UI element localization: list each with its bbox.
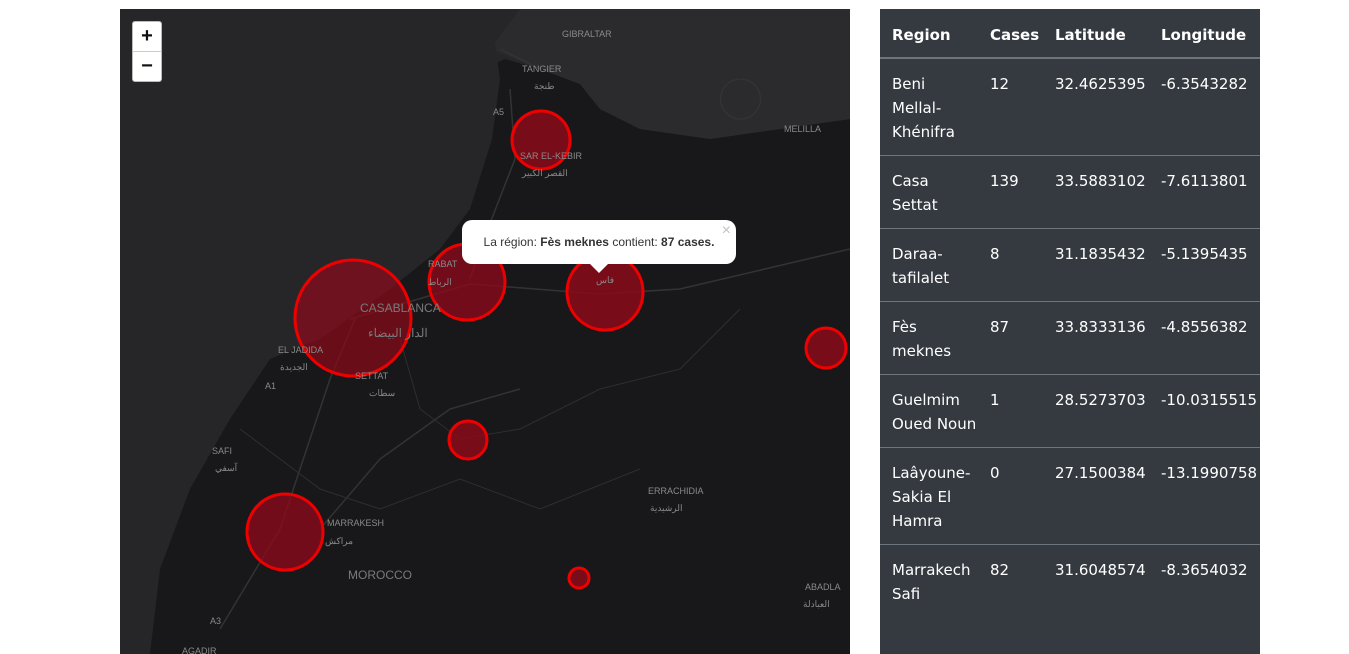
table-cell: 8 [978,228,1043,302]
table-cell: 33.5883102 [1043,155,1149,229]
table-body: Beni Mellal-Khénifra 12 32.4625395 -6.35432… [880,57,1260,617]
table-cell: -7.6113801 [1149,155,1260,229]
case-circles [245,109,848,590]
place-label: العبادلة [803,599,830,609]
place-label: MARRAKESH [327,518,384,528]
column-header: Latitude [1043,9,1149,59]
zoom-in[interactable]: + [141,25,153,47]
popup-text: contient: [612,235,658,249]
table-panel: Region Cases Latitude Longitude Beni Mellal… [880,9,1260,654]
popup: La région: Fès meknes contient: 87 cases… [462,220,736,273]
table-cell: 31.1835432 [1043,228,1149,302]
place-label: SETTAT [355,371,389,381]
column-header: Longitude [1149,9,1260,59]
table-cell: 33.8333136 [1043,301,1149,375]
place-label: CASABLANCA [360,301,441,315]
place-label: القصر الكبير [521,168,568,179]
region-circle[interactable] [245,492,325,572]
zoom-out[interactable]: − [133,51,161,81]
table-cell: 82 [978,544,1043,617]
place-label: آسفي [215,462,238,473]
table-cell: 139 [978,155,1043,229]
place-label: EL JADIDA [278,345,323,355]
map-labels: GIBRALTAR TANGIER طنجة MELILLA SAR EL-KEBIR ا… [182,29,841,654]
place-label: سطات [369,388,395,398]
table-cell: -5.1395435 [1149,228,1260,302]
table-cell: 28.5273703 [1043,374,1149,448]
popup-region: Fès meknes [540,235,609,249]
popup-text: La région: [483,235,537,249]
table-cell: 1 [978,374,1043,448]
region-circle[interactable] [804,326,848,370]
table-cell: Daraa-tafilalet [880,228,978,302]
table: Region Cases Latitude Longitude Beni Mellal… [880,9,1260,617]
place-label: ABADLA [805,582,841,592]
table-cell: Fès meknes [880,301,978,375]
table-cell: -8.3654032 [1149,544,1260,617]
table-row: Laâyoune-Sakia El Hamra 0 27.1500384 -13.19… [880,447,1260,545]
column-header: Region [880,9,978,59]
header-row: Region Cases Latitude Longitude [880,9,1260,59]
region-circle[interactable] [293,258,413,378]
table-cell: 31.6048574 [1043,544,1149,617]
place-label: SAR EL-KEBIR [520,151,583,161]
table-row: Daraa-tafilalet 8 31.1835432 -5.1395435 [880,228,1260,302]
place-label: ERRACHIDIA [648,486,704,496]
region-circle[interactable] [567,566,591,590]
table-cell: Laâyoune-Sakia El Hamra [880,447,978,545]
map[interactable]: GIBRALTAR TANGIER طنجة MELILLA SAR EL-KEBIR ا… [120,9,850,654]
region-circle[interactable] [447,419,489,461]
table-cell: Guelmim Oued Noun [880,374,978,448]
place-label: الجديدة [280,362,308,372]
table-cell: Marrakech Safi [880,544,978,617]
place-label: الرشيدية [650,503,683,514]
place-label: A5 [493,107,504,117]
place-label: A1 [265,381,276,391]
table-cell: Beni Mellal-Khénifra [880,57,978,156]
place-label: الرباط [428,277,452,288]
table-cell: 32.4625395 [1043,57,1149,156]
table-row: Casa Settat 139 33.5883102 -7.6113801 [880,155,1260,229]
table-cell: -4.8556382 [1149,301,1260,375]
table-cell: 87 [978,301,1043,375]
place-label: MELILLA [784,124,821,134]
table-cell: -10.0315515 [1149,374,1260,448]
sea [490,9,850,139]
place-label: TANGIER [522,64,562,74]
place-label: فاس [596,275,614,286]
table-row: Beni Mellal-Khénifra 12 32.4625395 -6.35432… [880,57,1260,156]
map-canvas: GIBRALTAR TANGIER طنجة MELILLA SAR EL-KEBIR ا… [120,9,850,654]
popup-count: 87 cases. [661,235,715,249]
table-cell: -6.3543282 [1149,57,1260,156]
place-label: MOROCCO [348,568,412,582]
place-label: GIBRALTAR [562,29,612,39]
zoom-control: + − [132,21,162,82]
place-label: طنجة [534,81,555,91]
popup-close[interactable]: × [721,222,731,239]
table-cell: 12 [978,57,1043,156]
place-label: AGADIR [182,646,217,654]
table-cell: Casa Settat [880,155,978,229]
column-header: Cases [978,9,1043,59]
place-label: SAFI [212,446,232,456]
place-label: A3 [210,616,221,626]
place-label: الدار البيضاء [368,326,428,340]
table-row: Guelmim Oued Noun 1 28.5273703 -10.0315515 [880,374,1260,448]
table-cell: 27.1500384 [1043,447,1149,545]
table-cell: -13.1990758 [1149,447,1260,545]
table-cell: 0 [978,447,1043,545]
region-circle[interactable] [510,109,572,171]
borders [239,308,741,510]
place-label: مراكش [325,536,353,547]
table-row: Fès meknes 87 33.8333136 -4.8556382 [880,301,1260,375]
place-label: RABAT [428,259,458,269]
table-row: Marrakech Safi 82 31.6048574 -8.3654032 [880,544,1260,617]
